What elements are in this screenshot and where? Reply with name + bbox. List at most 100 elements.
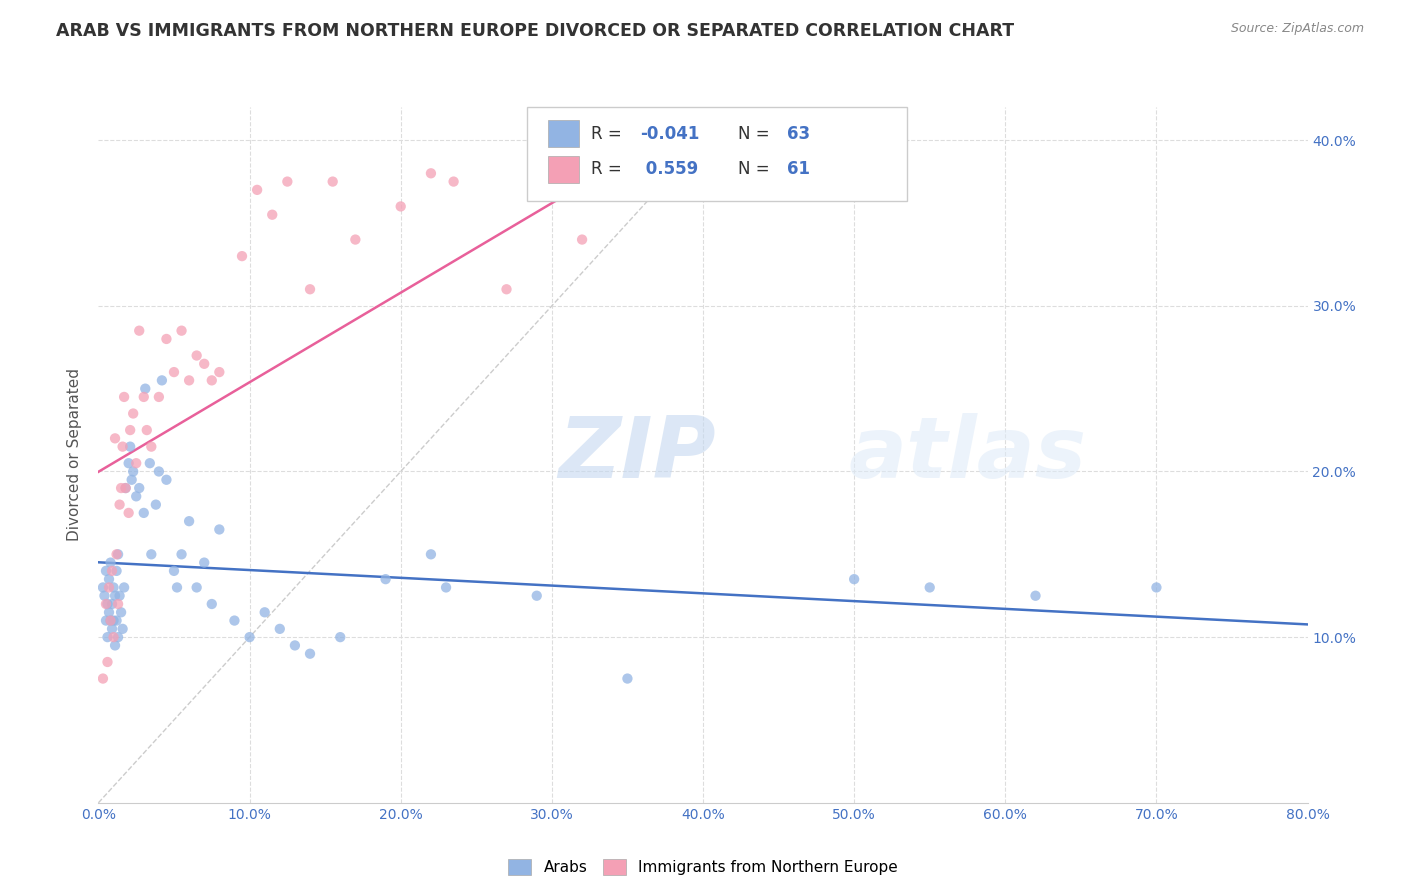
Point bbox=[299, 282, 322, 296]
Text: 63: 63 bbox=[787, 125, 810, 143]
Point bbox=[389, 199, 412, 213]
Point bbox=[120, 440, 142, 454]
Point bbox=[107, 597, 129, 611]
Point bbox=[434, 581, 457, 595]
Point bbox=[420, 166, 443, 180]
Point bbox=[110, 481, 132, 495]
Point bbox=[105, 614, 128, 628]
Legend: Arabs, Immigrants from Northern Europe: Arabs, Immigrants from Northern Europe bbox=[509, 860, 897, 875]
Text: N =: N = bbox=[738, 161, 775, 178]
Point bbox=[105, 564, 128, 578]
Point bbox=[114, 481, 136, 495]
Point bbox=[170, 324, 193, 338]
Point bbox=[125, 456, 148, 470]
Text: 61: 61 bbox=[787, 161, 810, 178]
Point bbox=[208, 365, 231, 379]
Point bbox=[284, 639, 307, 653]
Point bbox=[93, 589, 115, 603]
Point bbox=[105, 547, 128, 561]
Point bbox=[111, 622, 134, 636]
Point bbox=[120, 423, 142, 437]
Point bbox=[104, 639, 127, 653]
Point bbox=[100, 614, 122, 628]
Point bbox=[571, 233, 593, 247]
Text: ARAB VS IMMIGRANTS FROM NORTHERN EUROPE DIVORCED OR SEPARATED CORRELATION CHART: ARAB VS IMMIGRANTS FROM NORTHERN EUROPE … bbox=[56, 22, 1014, 40]
Point bbox=[322, 175, 344, 189]
Point bbox=[526, 589, 548, 603]
Point bbox=[526, 175, 548, 189]
Point bbox=[103, 581, 125, 595]
Point bbox=[231, 249, 253, 263]
Point bbox=[145, 498, 167, 512]
Point bbox=[108, 589, 131, 603]
Text: Source: ZipAtlas.com: Source: ZipAtlas.com bbox=[1230, 22, 1364, 36]
Point bbox=[141, 440, 163, 454]
Point bbox=[329, 630, 352, 644]
Point bbox=[246, 183, 269, 197]
Point bbox=[110, 605, 132, 619]
Point bbox=[94, 597, 117, 611]
Point bbox=[139, 456, 162, 470]
Point bbox=[101, 597, 124, 611]
Point bbox=[918, 581, 941, 595]
Point bbox=[1024, 589, 1046, 603]
Text: atlas: atlas bbox=[848, 413, 1087, 497]
Point bbox=[186, 349, 208, 363]
Point bbox=[155, 473, 177, 487]
Point bbox=[201, 597, 224, 611]
Point bbox=[94, 614, 117, 628]
Point bbox=[101, 564, 124, 578]
Point bbox=[103, 630, 125, 644]
Point bbox=[107, 547, 129, 561]
Point bbox=[107, 630, 129, 644]
Point bbox=[122, 465, 145, 479]
Point bbox=[103, 614, 125, 628]
Point bbox=[121, 473, 143, 487]
Point bbox=[118, 506, 141, 520]
Point bbox=[1146, 581, 1168, 595]
Point bbox=[91, 672, 114, 686]
Point bbox=[135, 423, 157, 437]
Point bbox=[150, 373, 173, 387]
Point bbox=[96, 630, 118, 644]
Point bbox=[122, 407, 145, 421]
Point bbox=[96, 597, 118, 611]
Point bbox=[94, 564, 117, 578]
Point bbox=[132, 390, 155, 404]
Point bbox=[96, 655, 118, 669]
Point bbox=[239, 630, 262, 644]
Point bbox=[118, 456, 141, 470]
Point bbox=[654, 158, 676, 172]
Point bbox=[170, 547, 193, 561]
Point bbox=[91, 581, 114, 595]
Point bbox=[224, 614, 246, 628]
Point bbox=[114, 481, 136, 495]
Point bbox=[98, 572, 121, 586]
Point bbox=[132, 506, 155, 520]
Y-axis label: Divorced or Separated: Divorced or Separated bbox=[67, 368, 83, 541]
Point bbox=[163, 365, 186, 379]
Point bbox=[100, 614, 122, 628]
Point bbox=[98, 581, 121, 595]
Text: R =: R = bbox=[591, 125, 627, 143]
Point bbox=[723, 175, 745, 189]
Text: 0.559: 0.559 bbox=[640, 161, 697, 178]
Text: -0.041: -0.041 bbox=[640, 125, 699, 143]
Point bbox=[186, 581, 208, 595]
Point bbox=[262, 208, 284, 222]
Point bbox=[752, 158, 775, 172]
Point bbox=[141, 547, 163, 561]
Point bbox=[420, 547, 443, 561]
Text: N =: N = bbox=[738, 125, 775, 143]
Point bbox=[108, 498, 131, 512]
Point bbox=[276, 175, 298, 189]
Point bbox=[495, 282, 517, 296]
Point bbox=[148, 465, 170, 479]
Point bbox=[125, 489, 148, 503]
Point bbox=[148, 390, 170, 404]
Point bbox=[374, 572, 396, 586]
Point bbox=[193, 357, 215, 371]
Point bbox=[299, 647, 322, 661]
Text: ZIP: ZIP bbox=[558, 413, 716, 497]
Point bbox=[100, 556, 122, 570]
